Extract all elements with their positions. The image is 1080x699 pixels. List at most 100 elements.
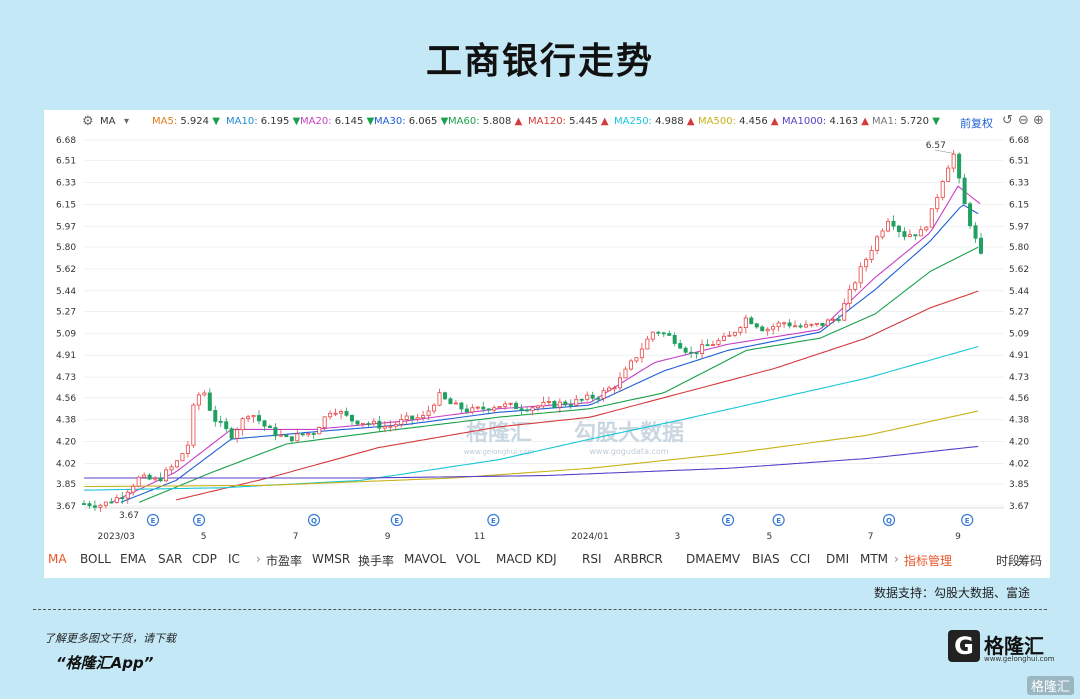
indicator-19[interactable]: BIAS bbox=[752, 552, 780, 566]
indicator-13[interactable]: KDJ bbox=[536, 552, 557, 566]
settings-icon[interactable]: ⚙ bbox=[82, 114, 94, 129]
indicator-1[interactable]: BOLL bbox=[80, 552, 111, 566]
ma-item-ma10: MA10: 6.195 ▼ bbox=[226, 116, 300, 127]
indicator-23[interactable]: › bbox=[894, 552, 899, 566]
x-tick-label: 7 bbox=[293, 532, 299, 542]
candle-body bbox=[289, 436, 294, 442]
indicator-16[interactable]: CR bbox=[646, 552, 663, 566]
chart-canvas: 6.68 6.68 6.51 6.51 6.33 6.33 6.15 6.15 5.97 5.97… bbox=[56, 136, 1029, 542]
candle-body bbox=[382, 426, 387, 429]
candle-body bbox=[694, 352, 699, 355]
candle-body bbox=[191, 404, 196, 446]
indicator-20[interactable]: CCI bbox=[790, 552, 811, 566]
indicator-0[interactable]: MA bbox=[48, 552, 67, 566]
low-annotation: 3.67 bbox=[119, 511, 139, 521]
chart-panel bbox=[44, 110, 1050, 578]
undo-icon[interactable]: ↺ bbox=[1002, 113, 1013, 128]
candle-body bbox=[344, 411, 349, 416]
y-tick-left: 3.67 bbox=[56, 502, 76, 512]
candle-body bbox=[432, 404, 437, 412]
candle-body bbox=[689, 351, 694, 354]
indicator-17[interactable]: DMA bbox=[686, 552, 714, 566]
candle-body bbox=[590, 394, 595, 399]
candle-body bbox=[902, 231, 907, 237]
candle-body bbox=[968, 203, 973, 227]
ma-line-ma1000 bbox=[84, 445, 979, 479]
ma-dropdown-icon[interactable]: ▾ bbox=[124, 116, 130, 127]
indicator-11[interactable]: VOL bbox=[456, 552, 481, 566]
candle-body bbox=[371, 420, 376, 425]
candle-body bbox=[339, 411, 344, 414]
up-arrow-icon: ▲ bbox=[511, 116, 523, 127]
candle-body bbox=[278, 434, 283, 437]
candle-body bbox=[229, 428, 234, 439]
down-arrow-icon: ▼ bbox=[209, 116, 220, 127]
candle-body bbox=[552, 400, 557, 408]
candle-body bbox=[743, 317, 748, 328]
event-marker-label: Q bbox=[311, 517, 317, 525]
indicator-22[interactable]: MTM bbox=[860, 552, 889, 566]
candle-body bbox=[366, 423, 371, 425]
indicator-18[interactable]: EMV bbox=[714, 552, 741, 566]
logo-mark-icon: G bbox=[948, 630, 980, 662]
promo-app-name: “格隆汇App” bbox=[56, 654, 154, 672]
x-tick-label: 5 bbox=[201, 532, 207, 542]
indicator-10[interactable]: MAVOL bbox=[404, 552, 446, 566]
indicator-8[interactable]: WMSR bbox=[312, 552, 351, 566]
indicator-26[interactable]: 筹码 bbox=[1018, 554, 1043, 568]
ma-item-label: MA120: bbox=[528, 116, 570, 127]
indicator-5[interactable]: IC bbox=[228, 552, 240, 566]
candle-body bbox=[875, 236, 880, 251]
y-tick-right: 3.85 bbox=[1009, 480, 1029, 490]
candle-body bbox=[421, 415, 426, 419]
candle-body bbox=[410, 415, 415, 420]
candle-body bbox=[847, 289, 852, 304]
candle-body bbox=[300, 433, 305, 436]
ma-line-ma60 bbox=[138, 246, 979, 503]
x-tick-label: 5 bbox=[767, 532, 773, 542]
indicator-4[interactable]: CDP bbox=[192, 552, 217, 566]
ma-item-label: MA1000: bbox=[782, 116, 830, 127]
candle-body bbox=[771, 326, 776, 330]
indicator-6[interactable]: › bbox=[256, 552, 261, 566]
candle-body bbox=[306, 433, 311, 436]
y-tick-right: 4.02 bbox=[1009, 459, 1029, 469]
candle-body bbox=[907, 234, 912, 237]
candle-body bbox=[935, 197, 940, 210]
indicator-21[interactable]: DMI bbox=[826, 552, 850, 566]
candle-body bbox=[508, 402, 513, 405]
candle-body bbox=[820, 322, 825, 326]
ma-item-ma60: MA60: 5.808 ▲ bbox=[448, 116, 522, 127]
candle-body bbox=[196, 394, 201, 406]
indicator-25[interactable]: 时段 bbox=[996, 554, 1021, 568]
indicator-15[interactable]: ARBR bbox=[614, 552, 648, 566]
down-arrow-icon: ▼ bbox=[289, 116, 301, 127]
x-tick-label: 2024/01 bbox=[571, 532, 608, 542]
candle-body bbox=[541, 401, 546, 407]
indicator-2[interactable]: EMA bbox=[120, 552, 147, 566]
adjust-button[interactable]: 前复权 bbox=[960, 117, 993, 130]
indicator-9[interactable]: 换手率 bbox=[358, 554, 395, 568]
indicator-12[interactable]: MACD bbox=[496, 552, 532, 566]
down-arrow-icon: ▼ bbox=[363, 116, 375, 127]
logo-name: 格隆汇 bbox=[984, 634, 1044, 658]
ma-label[interactable]: MA bbox=[100, 116, 116, 127]
zoom-in-icon[interactable]: ⊕ bbox=[1033, 113, 1044, 128]
zoom-out-icon[interactable]: ⊖ bbox=[1018, 113, 1029, 128]
indicator-7[interactable]: 市盈率 bbox=[266, 554, 303, 568]
candle-body bbox=[459, 402, 464, 410]
indicator-24[interactable]: 指标管理 bbox=[904, 554, 953, 568]
candle-body bbox=[557, 401, 562, 408]
event-marker-label: Q bbox=[886, 517, 892, 525]
promo-line: 了解更多图文干货，请下载 bbox=[44, 632, 176, 645]
candle-body bbox=[793, 325, 798, 328]
ma-item-ma5: MA5: 5.924 ▼ bbox=[152, 116, 220, 127]
candle-body bbox=[311, 433, 316, 435]
indicator-3[interactable]: SAR bbox=[158, 552, 183, 566]
candle-body bbox=[415, 417, 420, 420]
logo-url: www.gelonghui.com bbox=[984, 655, 1055, 663]
candle-body bbox=[918, 229, 923, 237]
indicator-14[interactable]: RSI bbox=[582, 552, 602, 566]
candle-body bbox=[535, 405, 540, 409]
candle-body bbox=[962, 177, 967, 205]
